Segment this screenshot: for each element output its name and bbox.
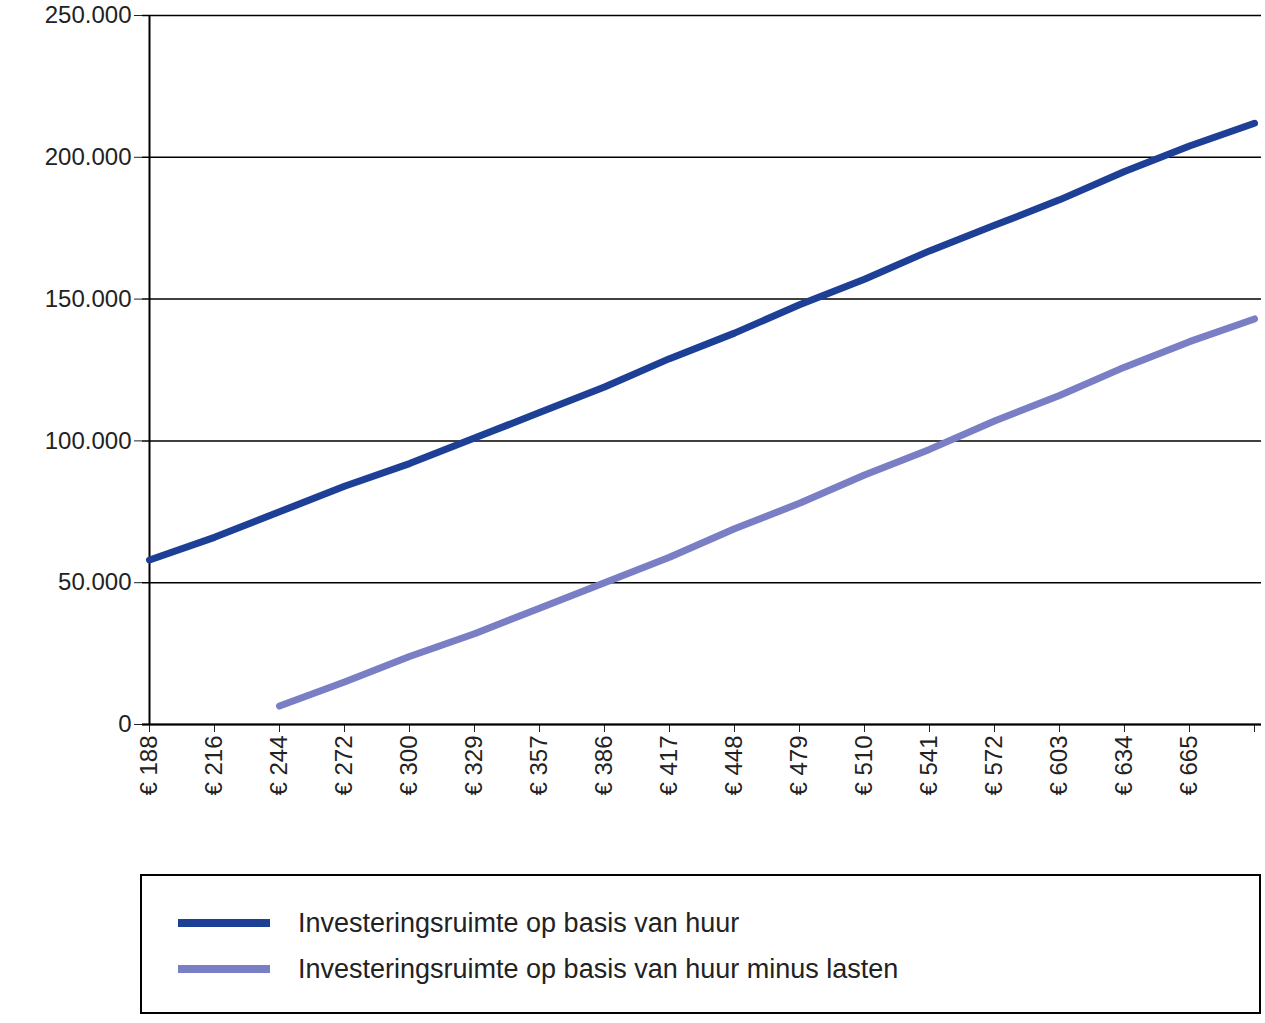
svg-text:€ 510: € 510 bbox=[850, 736, 877, 796]
svg-text:€ 665: € 665 bbox=[1175, 736, 1202, 796]
svg-text:€ 329: € 329 bbox=[460, 736, 487, 796]
svg-text:€ 357: € 357 bbox=[525, 736, 552, 796]
svg-text:50.000: 50.000 bbox=[58, 568, 131, 595]
svg-text:€ 479: € 479 bbox=[785, 736, 812, 796]
svg-text:€ 417: € 417 bbox=[655, 736, 682, 796]
html-text:Investeringsruimte op basis va: Investeringsruimte op basis van huur bbox=[298, 907, 740, 938]
svg-text:€ 300: € 300 bbox=[395, 736, 422, 796]
svg-text:€ 386: € 386 bbox=[590, 736, 617, 796]
svg-text:€ 216: € 216 bbox=[200, 736, 227, 796]
svg-text:€ 188: € 188 bbox=[135, 736, 162, 796]
svg-text:€ 541: € 541 bbox=[915, 736, 942, 796]
svg-text:€ 634: € 634 bbox=[1110, 736, 1137, 796]
svg-text:100.000: 100.000 bbox=[45, 427, 132, 454]
svg-text:200.000: 200.000 bbox=[45, 143, 132, 170]
svg-text:€ 448: € 448 bbox=[720, 736, 747, 796]
svg-text:250.000: 250.000 bbox=[45, 1, 132, 28]
svg-text:€ 572: € 572 bbox=[980, 736, 1007, 796]
html-text:Investeringsruimte op basis va: Investeringsruimte op basis van huur min… bbox=[298, 953, 899, 984]
svg-text:€ 603: € 603 bbox=[1045, 736, 1072, 796]
svg-text:150.000: 150.000 bbox=[45, 285, 132, 312]
svg-text:0: 0 bbox=[118, 710, 131, 737]
svg-text:€ 244: € 244 bbox=[265, 736, 292, 796]
svg-text:€ 272: € 272 bbox=[330, 736, 357, 796]
